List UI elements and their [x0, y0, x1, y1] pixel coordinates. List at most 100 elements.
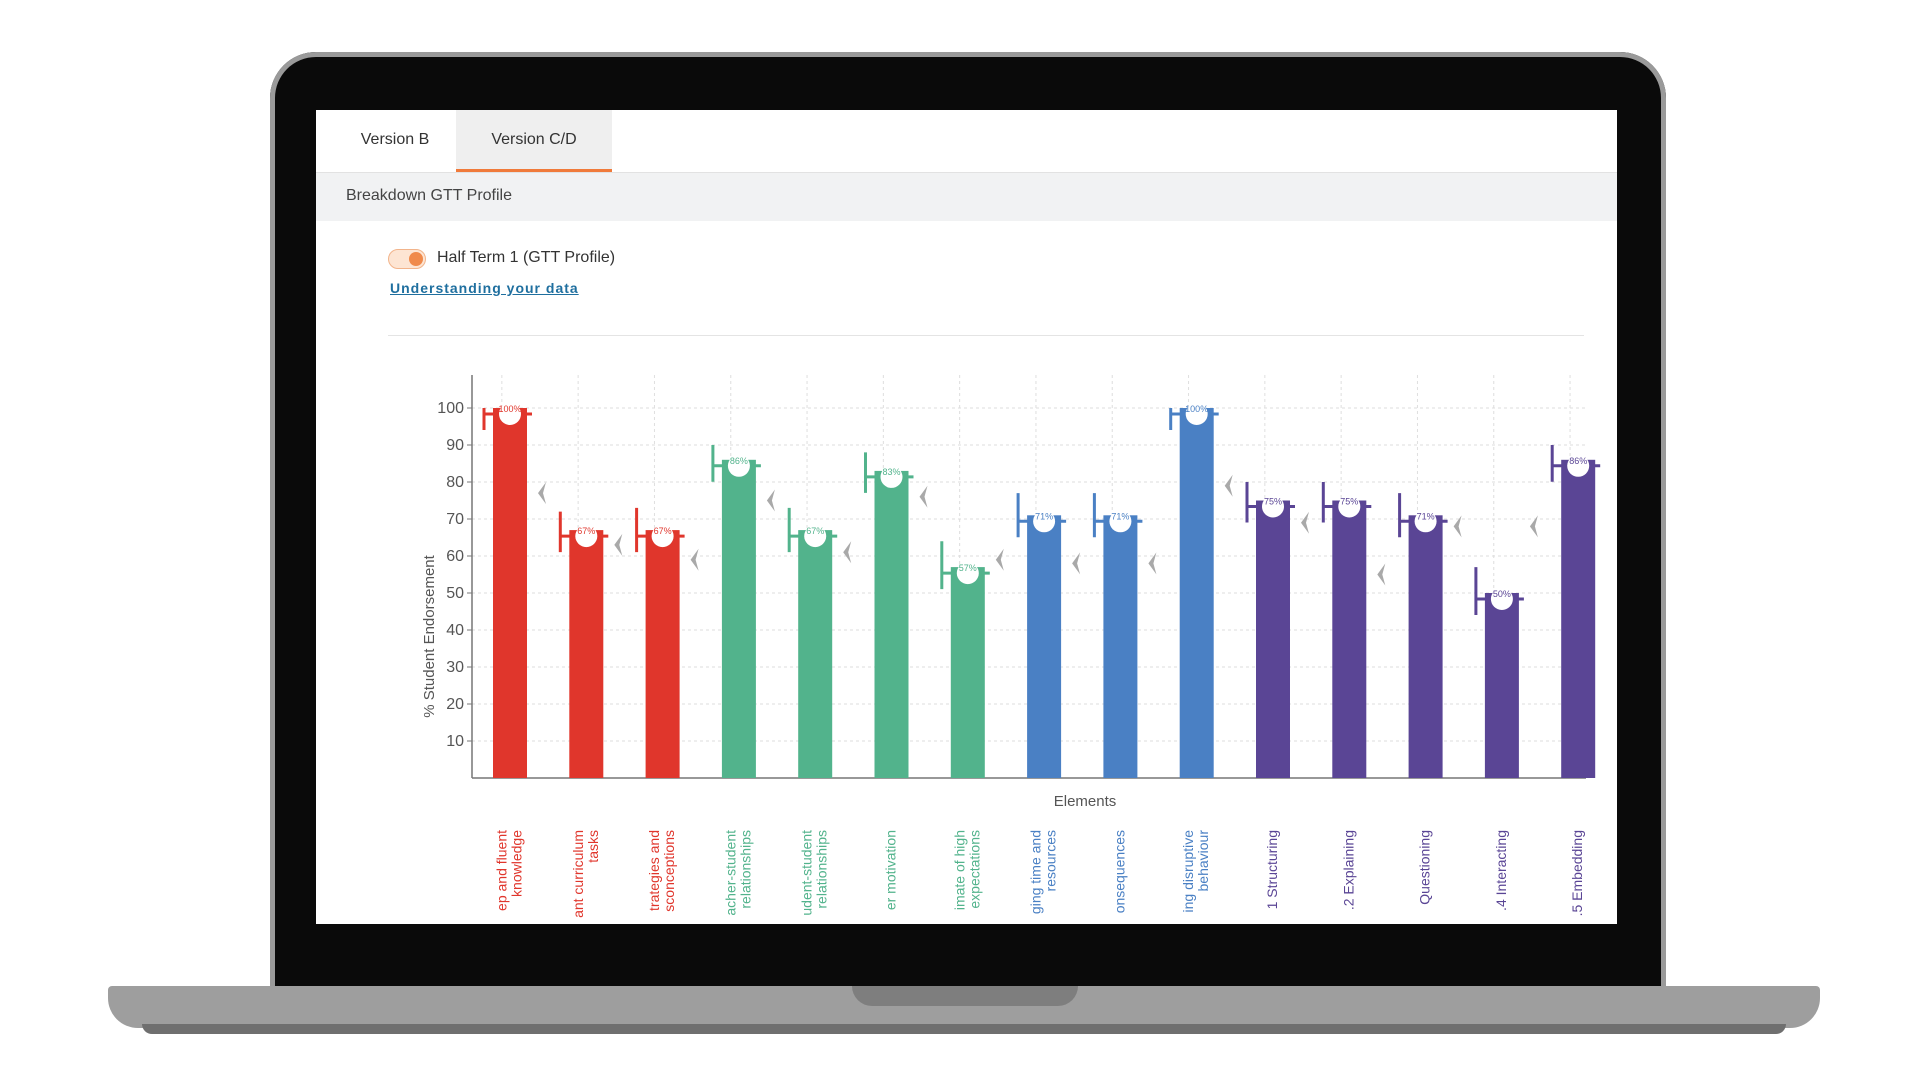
value-bubble: [727, 454, 750, 477]
y-tick-label: 100: [437, 400, 464, 417]
toggle-knob: [409, 252, 423, 266]
tab-version-b[interactable]: Version B: [360, 131, 430, 148]
profile-toggle[interactable]: [388, 249, 426, 269]
value-label: 100%: [1185, 404, 1208, 414]
bar-7: [950, 567, 985, 778]
y-tick-label: 40: [446, 622, 464, 639]
value-bubble: [1338, 495, 1361, 518]
value-bubble: [1490, 588, 1513, 610]
value-bubble: [1567, 454, 1590, 477]
y-tick-label: 70: [446, 511, 464, 528]
bar-15: [1561, 459, 1596, 778]
understanding-data-link[interactable]: Understanding your data: [390, 280, 579, 296]
bar-13: [1408, 515, 1443, 778]
toggle-label: Half Term 1 (GTT Profile): [437, 249, 616, 266]
value-label: 100%: [498, 404, 521, 414]
comparison-arrow: [614, 533, 623, 556]
value-bubble: [499, 403, 521, 425]
category-label: onsequences: [1111, 830, 1127, 913]
value-label: 86%: [730, 456, 748, 466]
category-label: .5 Embedding: [1569, 830, 1585, 916]
bar-chart: 10 20 30 40 50 60 70 80 90 100 % Student Endorseme…: [421, 375, 1601, 918]
value-label: 83%: [882, 467, 900, 477]
value-label: 67%: [577, 526, 595, 536]
y-tick-label: 50: [446, 585, 464, 602]
value-label: 71%: [1035, 511, 1053, 521]
bar-5: [798, 530, 833, 778]
x-axis-title: Elements: [1054, 793, 1117, 810]
y-tick-label: 80: [446, 474, 464, 491]
bar-2: [569, 530, 604, 778]
divider: [388, 335, 1584, 336]
value-bubble: [804, 525, 827, 548]
category-label: acher-student: [722, 830, 738, 916]
bar-1: [493, 408, 527, 778]
value-label: 86%: [1569, 456, 1587, 466]
value-bubble: [575, 525, 598, 548]
comparison-arrow: [1148, 552, 1157, 575]
tab-bar: Version B Version C/D: [316, 110, 1617, 173]
value-bubble: [651, 525, 674, 548]
category-label: .2 Explaining: [1340, 830, 1356, 910]
value-bubble: [880, 465, 903, 488]
category-label: imate of high: [951, 830, 967, 910]
category-label: relationships: [737, 830, 753, 909]
category-label: resources: [1043, 830, 1059, 891]
value-bubble: [1033, 510, 1056, 533]
section-header: Breakdown GTT Profile: [316, 173, 1617, 221]
value-bubble: [956, 562, 979, 585]
comparison-arrow: [1453, 515, 1462, 538]
comparison-arrow: [766, 489, 775, 512]
value-label: 75%: [1340, 497, 1358, 507]
comparison-arrow: [690, 548, 699, 571]
y-tick-label: 90: [446, 437, 464, 454]
comparison-arrow: [1301, 511, 1309, 534]
value-bubble: [1414, 510, 1437, 533]
category-label: ing disruptive: [1180, 830, 1196, 913]
section-title: Breakdown GTT Profile: [346, 187, 512, 204]
comparison-arrow: [538, 482, 546, 505]
y-axis-title: % Student Endorsement: [421, 554, 438, 717]
category-label: sconceptions: [661, 830, 677, 912]
category-label: ant curriculum: [570, 830, 586, 918]
category-label: ep and fluent: [494, 830, 510, 911]
value-label: 71%: [1417, 511, 1435, 521]
y-tick-label: 10: [446, 733, 464, 750]
value-label: 67%: [806, 526, 824, 536]
value-label: 67%: [654, 526, 672, 536]
category-label: .4 Interacting: [1493, 830, 1509, 911]
category-label: ging time and: [1028, 830, 1044, 914]
y-tick-label: 20: [446, 696, 464, 713]
value-label: 71%: [1111, 511, 1129, 521]
app-screen: Version B Version C/D Breakdown GTT Prof…: [316, 110, 1617, 924]
bar-14: [1484, 593, 1519, 778]
category-label: Questioning: [1417, 830, 1433, 905]
category-label: trategies and: [646, 830, 662, 911]
comparison-arrow: [919, 485, 928, 508]
category-label: relationships: [814, 830, 830, 909]
category-label: knowledge: [509, 830, 525, 897]
laptop-notch: [852, 986, 1078, 1006]
value-label: 57%: [959, 563, 977, 573]
bar-4: [721, 459, 756, 778]
bar-8: [1027, 515, 1062, 778]
comparison-arrow: [843, 541, 852, 564]
comparison-arrow: [1529, 515, 1538, 538]
value-bubble: [1185, 403, 1208, 425]
tab-version-cd[interactable]: Version C/D: [456, 110, 612, 172]
y-tick-label: 60: [446, 548, 464, 565]
value-label: 75%: [1264, 497, 1282, 507]
bar-11: [1256, 500, 1290, 778]
bar-6: [874, 470, 909, 778]
bar-10: [1179, 408, 1214, 778]
comparison-arrow: [1377, 563, 1386, 586]
bar-3: [645, 530, 680, 778]
value-bubble: [1109, 510, 1132, 533]
category-label: er motivation: [883, 830, 899, 910]
comparison-arrow: [1072, 552, 1081, 575]
value-label: 50%: [1493, 589, 1511, 599]
comparison-arrow: [1224, 474, 1233, 497]
category-label: expectations: [966, 830, 982, 909]
y-tick-label: 30: [446, 659, 464, 676]
category-label: udent-student: [799, 830, 815, 916]
